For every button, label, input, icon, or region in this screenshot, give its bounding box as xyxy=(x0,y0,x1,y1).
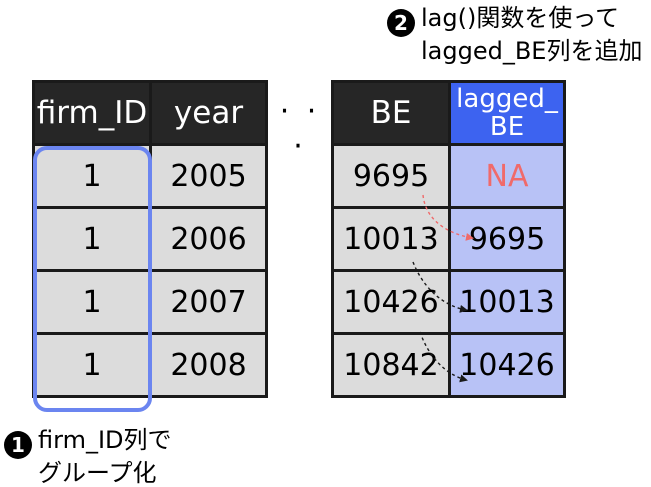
header-lagged-be-label: lagged_ BE xyxy=(456,84,558,142)
annotation-2-line1: lag()関数を使って xyxy=(421,4,620,32)
firm-id-cell: 1 xyxy=(32,332,152,398)
be-cell: 10013 xyxy=(331,206,451,272)
right-header-row: BE lagged_ BE xyxy=(331,80,566,146)
lag-arrow-2 xyxy=(412,261,468,313)
year-cell: 2008 xyxy=(149,332,268,398)
left-table: firm_ID year 1 2005 1 2006 1 2007 1 2008 xyxy=(32,80,268,398)
header-be: BE xyxy=(331,80,451,146)
step-badge-1: 1 xyxy=(4,431,32,459)
be-cell: 10842 xyxy=(331,332,451,398)
annotation-lag: 2 lag()関数を使って lagged_BE列を追加 xyxy=(387,4,642,65)
step-badge-2: 2 xyxy=(387,9,415,37)
firm-id-cell: 1 xyxy=(32,206,152,272)
right-table: BE lagged_ BE 9695 NA 10013 9695 10426 10… xyxy=(331,80,566,398)
lagged-be-cell-na: NA xyxy=(448,143,566,209)
lag-arrow-1 xyxy=(422,194,474,241)
header-firm-id: firm_ID xyxy=(32,80,152,146)
left-header-row: firm_ID year xyxy=(32,80,268,146)
firm-id-cell: 1 xyxy=(32,143,152,209)
year-cell: 2005 xyxy=(149,143,268,209)
header-year: year xyxy=(149,80,268,146)
be-cell: 10426 xyxy=(331,269,451,335)
ellipsis: · · · xyxy=(279,94,321,164)
table-row: 1 2008 xyxy=(32,332,268,398)
annotation-1-line1: firm_ID列で xyxy=(38,426,172,454)
annotation-2-line2: lagged_BE列を追加 xyxy=(421,37,643,65)
lagged-be-cell: 10426 xyxy=(448,332,566,398)
table-row: 10842 10426 xyxy=(331,332,566,398)
table-row: 9695 NA xyxy=(331,143,566,209)
annotation-1-line2: グループ化 xyxy=(38,459,157,487)
table-row: 1 2005 xyxy=(32,143,268,209)
lagged-be-cell: 10013 xyxy=(448,269,566,335)
be-cell: 9695 xyxy=(331,143,451,209)
annotation-group-by: 1 firm_ID列で グループ化 xyxy=(4,426,172,487)
lag-arrow-3 xyxy=(419,331,468,383)
table-row: 10426 10013 xyxy=(331,269,566,335)
header-lagged-be: lagged_ BE xyxy=(448,80,566,146)
firm-id-cell: 1 xyxy=(32,269,152,335)
table-row: 1 2007 xyxy=(32,269,268,335)
table-row: 1 2006 xyxy=(32,206,268,272)
year-cell: 2006 xyxy=(149,206,268,272)
group-outline xyxy=(33,146,152,412)
